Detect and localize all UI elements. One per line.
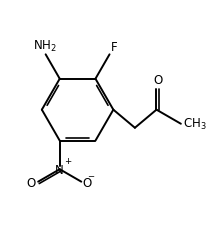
Text: O: O	[82, 177, 92, 189]
Text: CH$_3$: CH$_3$	[183, 117, 206, 132]
Text: O: O	[153, 74, 162, 87]
Text: N: N	[55, 163, 64, 176]
Text: O: O	[27, 177, 36, 189]
Text: NH$_2$: NH$_2$	[33, 39, 56, 54]
Text: F: F	[111, 41, 117, 54]
Text: +: +	[65, 157, 72, 166]
Text: −: −	[87, 171, 94, 180]
